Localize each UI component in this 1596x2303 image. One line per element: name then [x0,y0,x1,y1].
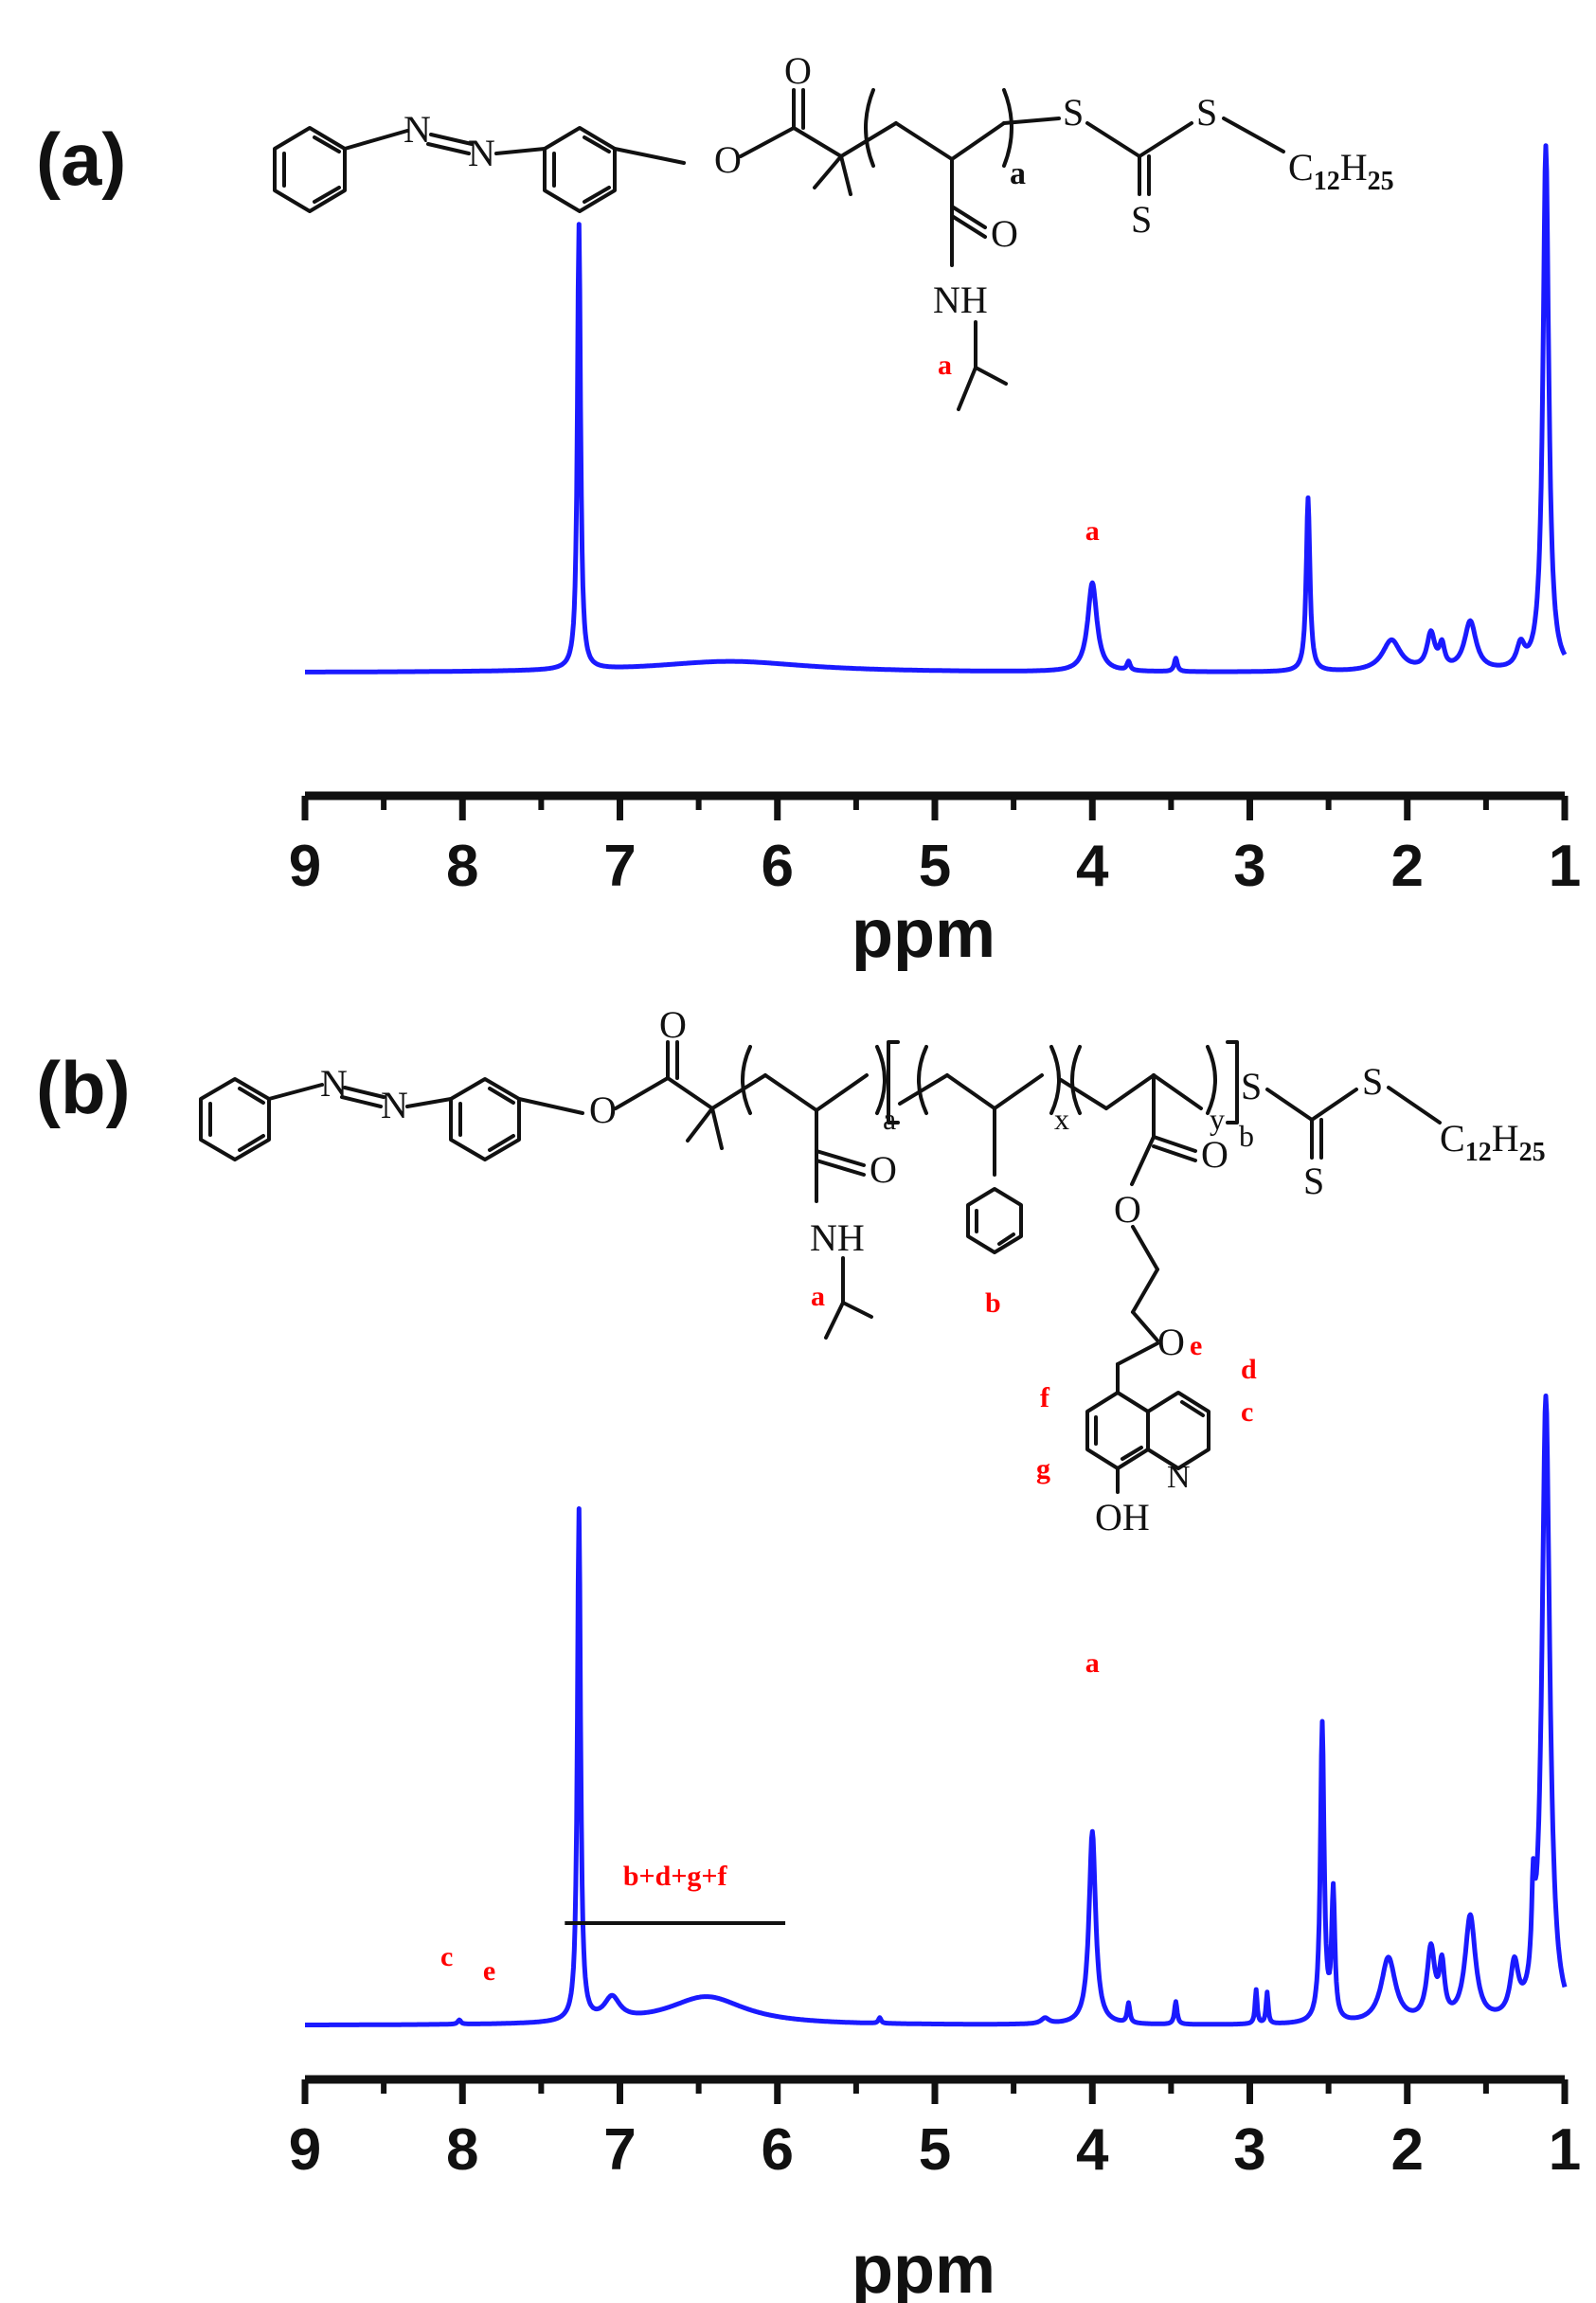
tick-label: 8 [446,2117,478,2183]
panel-b-xlabel: ppm [852,2232,995,2303]
annotation-label: a [1085,1647,1100,1679]
sulfur-2: S [1196,91,1217,134]
carbonyl-oxygen: O [784,49,812,92]
panel-b: (b) N N O O [36,1003,1581,2303]
b-isopropyl-label-a: a [811,1281,825,1312]
tick-label: 5 [919,834,951,899]
panel-b-structure: N N O O a [199,1003,1546,1538]
b-label-e: e [1190,1330,1202,1361]
b-dodecyl-chain-label: C12H25 [1440,1117,1546,1167]
azo-nitrogen-2: N [468,132,495,174]
repeat-subscript-a: a [1010,156,1026,191]
panel-b-label: (b) [36,1046,131,1129]
tick-label: 6 [762,2117,794,2183]
phenyl-ring-2 [543,126,617,213]
ester-oxygen: O [714,138,742,181]
b-azo-nitrogen-2: N [381,1084,408,1126]
panel-a-plot: 9 8 7 6 5 4 3 2 1 a [289,143,1581,899]
tick-label: 1 [1549,2117,1581,2183]
amide-nh: NH [933,279,988,321]
b-sulfur-1: S [1241,1065,1262,1107]
tick-label: 7 [603,834,636,899]
b-ether-oxygen: O [1157,1321,1185,1363]
tick-label: 3 [1233,2117,1265,2183]
tick-label: 9 [289,834,321,899]
b-phenyl-ring-2 [449,1077,521,1161]
sulfur-thione: S [1131,198,1152,241]
b-subscript-b: b [1239,1119,1254,1153]
isopropyl-label-a: a [938,350,952,381]
tick-label: 3 [1233,834,1265,899]
spectrum-line [303,143,1568,675]
tick-label: 6 [762,834,794,899]
tick-label: 1 [1549,834,1581,899]
tick-label: 7 [603,2117,636,2183]
annotation-label: b+d+g+f [623,1861,728,1892]
dodecyl-chain-label: C12H25 [1288,146,1394,196]
b-quinoline-nitrogen: N [1167,1460,1191,1495]
tick-label: 2 [1391,2117,1424,2183]
panel-b-plot: 9 8 7 6 5 4 3 2 1ac eb+d+g+f [289,1394,1581,2183]
b-quinoline-pyridine-ring [1146,1391,1210,1470]
b-label-d: d [1241,1354,1257,1385]
tick-label: 4 [1076,2117,1109,2183]
panel-a: (a) N N O O [36,49,1581,972]
sulfur-1: S [1063,91,1084,134]
b-sulfur-thione: S [1303,1160,1324,1202]
amide-oxygen: O [991,212,1018,255]
annotation-label: a [1085,515,1100,547]
b-label-f: f [1040,1382,1050,1413]
b-hydroxyl: OH [1095,1496,1150,1538]
b-subscript-x: x [1054,1102,1069,1136]
annotation-label: c [440,1941,453,1972]
tick-label: 8 [446,834,478,899]
tick-label: 9 [289,2117,321,2183]
b-ester2-oxygen: O [1114,1188,1141,1231]
b-phenyl-label: b [985,1287,1001,1319]
b-subscript-y: y [1210,1102,1225,1136]
panel-a-xlabel: ppm [852,896,995,972]
b-label-g: g [1036,1453,1050,1484]
phenyl-ring-1 [273,126,347,213]
b-amide-oxygen: O [870,1148,897,1191]
b-sulfur-2: S [1362,1060,1383,1103]
b-phenyl-ring-1 [199,1077,271,1161]
b-label-c: c [1241,1396,1253,1428]
tick-label: 4 [1076,834,1109,899]
tick-label: 5 [919,2117,951,2183]
b-amide-nh: NH [810,1216,865,1259]
b-carbonyl-oxygen: O [659,1003,687,1046]
panel-a-structure: N N O O a [273,49,1394,411]
tick-label: 2 [1391,834,1424,899]
b-styrene-ring [966,1187,1023,1254]
b-ester-oxygen: O [589,1089,617,1131]
panel-a-label: (a) [36,117,126,201]
spectrum-line [303,1394,1568,2027]
annotation-label: e [483,1955,495,1987]
b-ester2-carbonyl-oxygen: O [1201,1133,1228,1176]
